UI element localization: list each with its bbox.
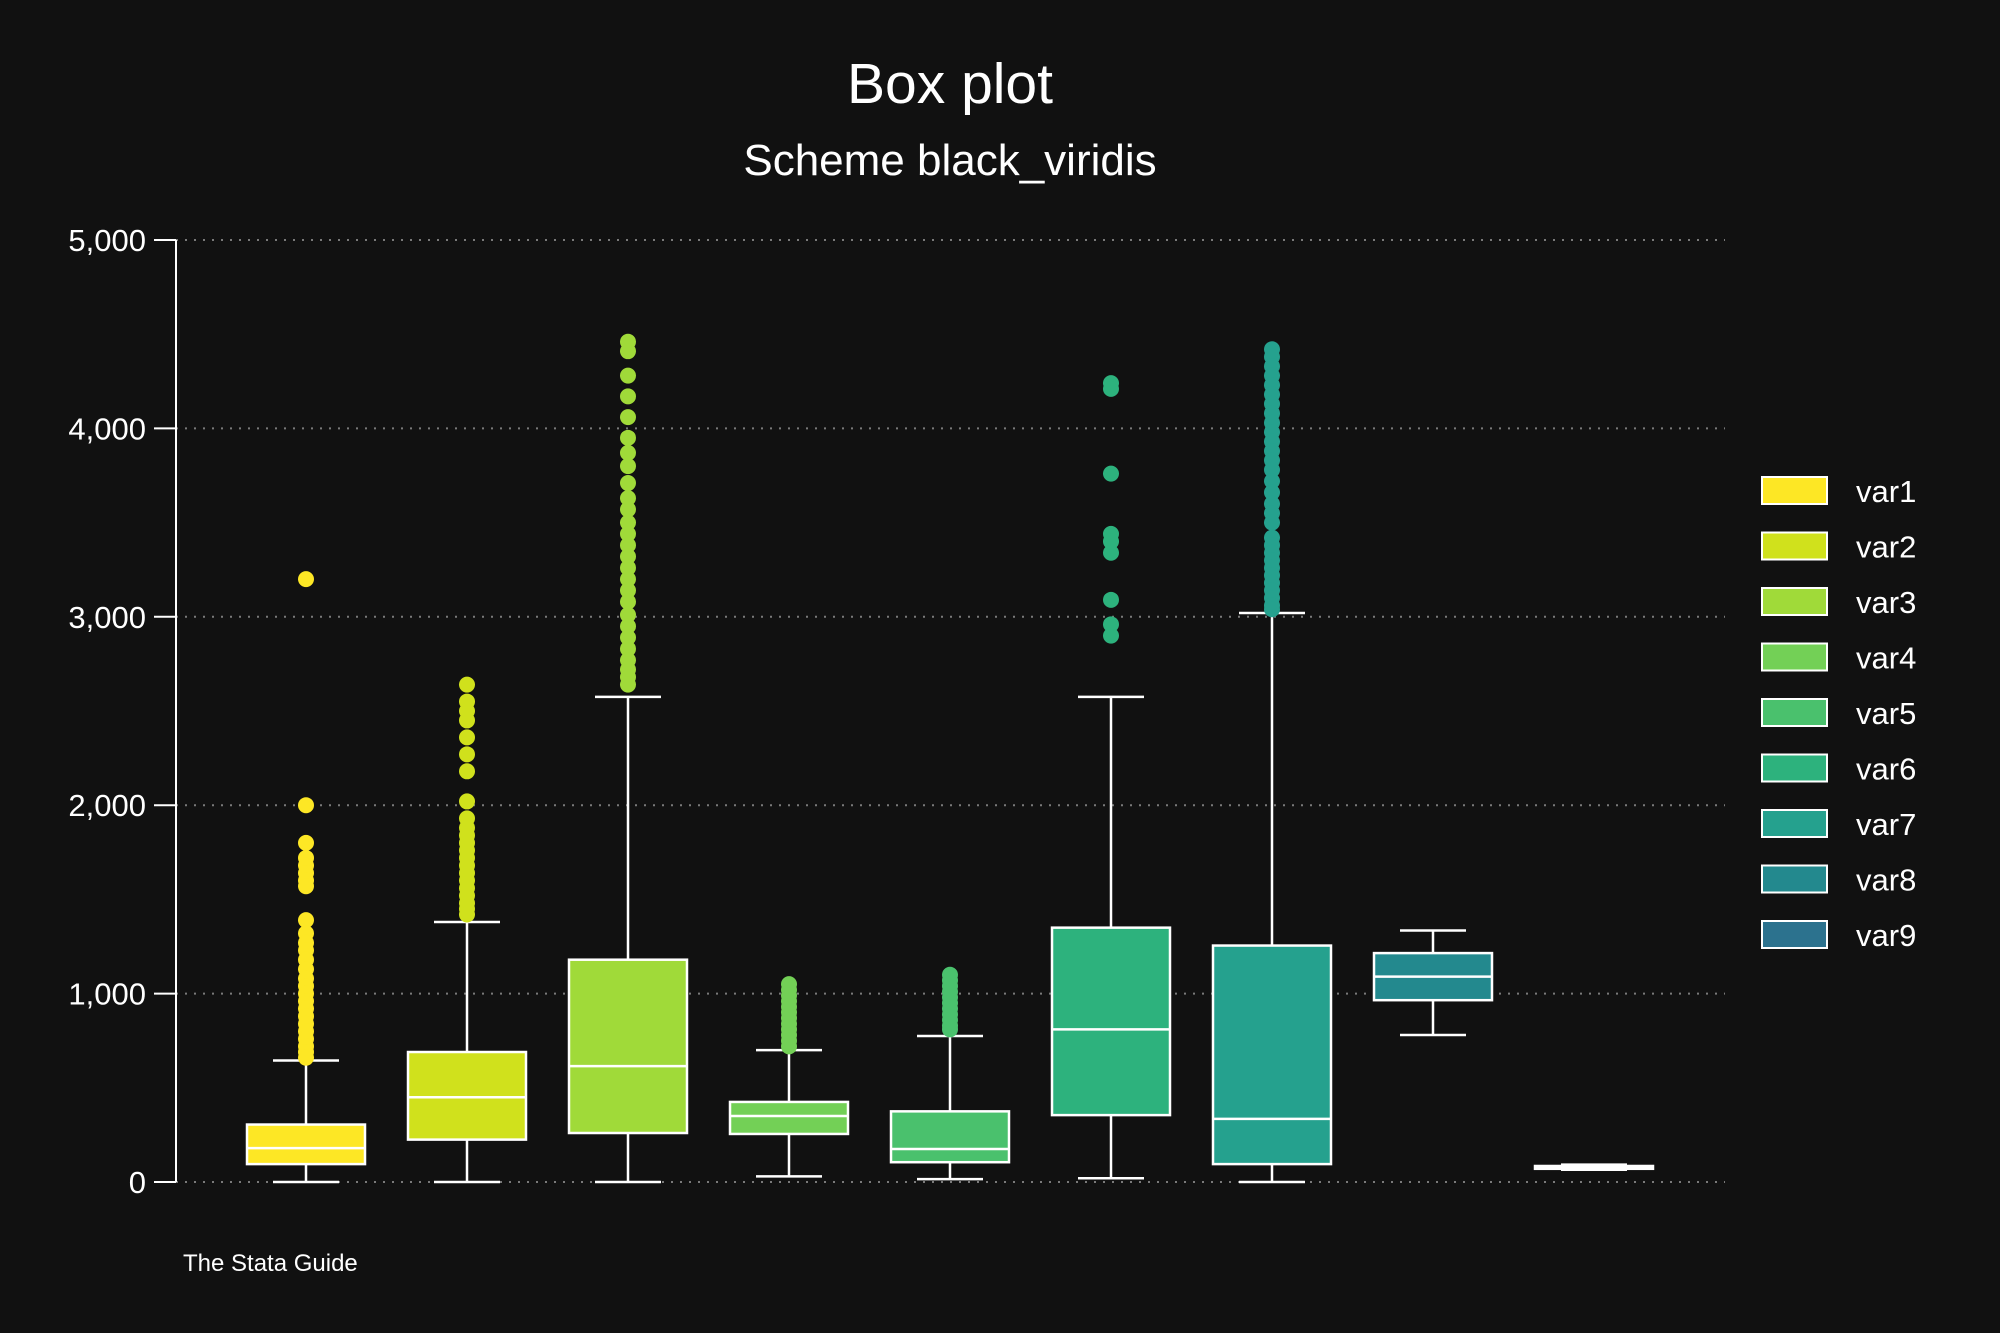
var3-outlier-point [620,475,636,492]
var1-outlier-point [298,1049,314,1066]
y-tick-label: 0 [129,1165,146,1200]
var7-outlier-point [1264,514,1280,531]
var7-outlier-point [1264,473,1280,490]
var6-outlier-point [1103,591,1119,608]
var3-outlier-point [620,429,636,446]
var3-outlier-point [620,343,636,360]
legend-label-var9: var9 [1856,918,1916,953]
legend-swatch-var6 [1761,753,1828,783]
chart-title: Box plot [847,52,1053,116]
var3-outlier-point [620,458,636,475]
y-tick-label: 2,000 [68,788,146,823]
var1-outlier-point [298,571,314,588]
var2-outlier-point [459,746,475,763]
var3-outlier-point [620,629,636,646]
var5-outlier-point [942,1021,958,1038]
var7-outlier-point [1264,484,1280,501]
var7-outlier-point [1264,461,1280,478]
legend-swatch-var9 [1761,920,1828,949]
chart-subtitle: Scheme black_viridis [743,136,1156,185]
legend-swatch-var3 [1761,587,1828,616]
var3-outlier-point [620,537,636,554]
legend-label-var4: var4 [1856,641,1916,676]
var1-outlier-point [298,912,314,929]
var1-outlier-point [298,878,314,895]
legend-swatch-var8 [1761,864,1828,894]
var6-outlier-point [1103,616,1119,633]
var3-outlier-point [620,548,636,565]
var3-outlier-point [620,388,636,405]
legend-label-var2: var2 [1856,530,1916,565]
var6-outlier-point [1103,544,1119,561]
legend-swatch-var5 [1761,698,1828,727]
legend-label-var6: var6 [1856,752,1916,787]
var2-outlier-point [459,712,475,729]
var3-outlier-point [620,409,636,426]
var6-outlier-point [1103,533,1119,550]
legend-swatch-var1 [1761,476,1828,505]
legend-label-var1: var1 [1856,474,1916,509]
y-tick-label: 5,000 [68,223,146,258]
var3-outlier-point [620,640,636,657]
var3-outlier-point [620,606,636,623]
y-tick-label: 1,000 [68,977,146,1012]
var3-outlier-point [620,490,636,507]
legend-swatch-var4 [1761,642,1828,672]
var3-box [567,958,689,1135]
var4-outlier-point [781,1038,797,1055]
var3-outlier-point [620,514,636,531]
var6-outlier-point [1103,627,1119,644]
var1-outlier-point [298,797,314,814]
var2-outlier-point [459,906,475,923]
var3-outlier-point [620,367,636,384]
var1-box [245,1123,367,1166]
legend-swatch-var2 [1761,531,1828,561]
var2-box [406,1050,528,1141]
legend-label-var3: var3 [1856,585,1916,620]
var3-outlier-point [620,525,636,542]
var7-box [1211,944,1333,1166]
var3-outlier-point [620,501,636,518]
legend-swatch-var7 [1761,809,1828,838]
var2-outlier-point [459,676,475,693]
chart-note: The Stata Guide [183,1250,358,1277]
var3-outlier-point [620,676,636,693]
var2-outlier-point [459,793,475,810]
y-tick-label: 3,000 [68,600,146,635]
var6-box [1050,926,1172,1117]
legend-label-var8: var8 [1856,863,1916,898]
var4-box [728,1100,850,1136]
y-tick-label: 4,000 [68,411,146,446]
var1-outlier-point [298,834,314,851]
var3-outlier-point [620,571,636,588]
var3-outlier-point [620,618,636,635]
var6-outlier-point [1103,465,1119,482]
var3-outlier-point [620,559,636,576]
var3-outlier-point [620,593,636,610]
var3-outlier-point [620,444,636,461]
var2-outlier-point [459,729,475,746]
var2-outlier-point [459,763,475,780]
legend-label-var7: var7 [1856,807,1916,842]
var7-outlier-point [1264,601,1280,618]
var6-outlier-point [1103,380,1119,397]
legend-label-var5: var5 [1856,696,1916,731]
var5-box [889,1110,1011,1164]
var3-outlier-point [620,582,636,599]
